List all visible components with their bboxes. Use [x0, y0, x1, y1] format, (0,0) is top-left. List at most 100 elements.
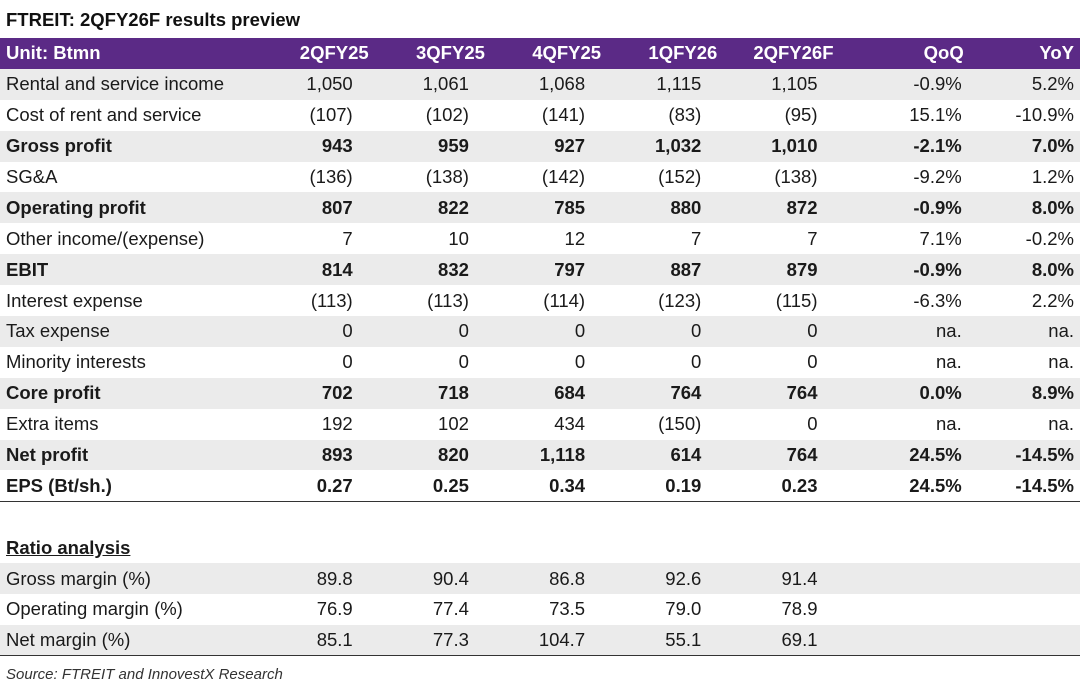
table-row: Net profit 893 820 1,118 614 764 24.5% -14.5%: [0, 439, 1080, 471]
table-cell: 0: [270, 316, 387, 347]
table-cell: 89.8: [270, 563, 387, 595]
table-cell: (136): [309, 166, 353, 187]
table-cell: 0.19: [619, 470, 736, 502]
table-cell: 0: [574, 351, 586, 373]
row-label: Cost of rent and service: [6, 104, 202, 126]
table-cell: 1,032: [619, 130, 736, 162]
ratio-row: Gross margin (%) 89.8 90.4 86.8 92.6 91.4: [0, 563, 1080, 595]
table-cell: 8.0%: [967, 192, 1080, 224]
row-label: Gross profit: [0, 130, 271, 162]
table-cell: (102): [425, 104, 469, 126]
table-cell: 893: [270, 439, 387, 471]
table-row: SG&A (136) (138) (142) (152) (138) -9.2% 1.2%: [0, 162, 1080, 193]
table-cell: 434: [554, 413, 586, 435]
table-cell: 764: [735, 439, 852, 471]
table-cell: 10: [448, 227, 469, 249]
table-cell: 820: [386, 439, 503, 471]
table-cell: 85.1: [270, 624, 387, 657]
table-cell: (113): [427, 289, 469, 311]
table-cell: 614: [619, 439, 736, 471]
table-cell: 7: [691, 227, 702, 249]
table-cell: -2.1%: [851, 130, 968, 162]
table-row: Cost of rent and service (107) (102) (141) (…: [0, 100, 1080, 131]
table-cell: [852, 594, 968, 625]
table-cell: (95): [784, 104, 818, 126]
table-cell: 872: [735, 192, 852, 224]
table-cell: 90.4: [386, 563, 503, 595]
table-cell: 79.0: [665, 598, 702, 620]
table-cell: 77.3: [386, 624, 503, 657]
table-cell: -14.5%: [967, 470, 1080, 502]
table-cell: 2.2%: [1031, 289, 1074, 311]
table-row: Core profit 702 718 684 764 764 0.0% 8.9%: [0, 377, 1080, 409]
table-cell: 76.9: [316, 598, 353, 620]
row-label: SG&A: [6, 166, 58, 187]
header-1qfy26: 1QFY26: [619, 38, 736, 69]
table-cell: 55.1: [619, 624, 736, 657]
table-cell: 192: [321, 413, 353, 435]
ratio-row: Net margin (%) 85.1 77.3 104.7 55.1 69.1: [0, 624, 1080, 657]
ratio-section-row: Ratio analysis: [0, 532, 1080, 563]
table-cell: 0: [458, 351, 469, 373]
row-label: Tax expense: [0, 316, 271, 347]
table-cell: na.: [936, 413, 962, 435]
table-cell: (113): [310, 289, 353, 311]
table-cell: 24.5%: [851, 470, 968, 502]
table-cell: 7.1%: [919, 227, 962, 249]
header-unit: Unit: Btmn: [0, 38, 271, 69]
table-row: EBIT 814 832 797 887 879 -0.9% 8.0%: [0, 254, 1080, 286]
header-3qfy25: 3QFY25: [386, 38, 503, 69]
table-cell: 15.1%: [909, 104, 962, 126]
table-row: Interest expense (113) (113) (114) (123) (115…: [0, 285, 1080, 316]
header-4qfy25: 4QFY25: [502, 38, 620, 69]
table-cell: [851, 563, 968, 595]
table-cell: (114): [543, 289, 586, 311]
table-cell: (138): [774, 166, 818, 187]
table-cell: (123): [658, 289, 702, 311]
table-cell: -6.3%: [913, 289, 962, 311]
table-cell: 1,061: [386, 68, 503, 100]
table-cell: (83): [668, 104, 702, 126]
table-cell: [968, 594, 1080, 625]
table-cell: 69.1: [735, 624, 852, 657]
table-cell: na.: [1048, 413, 1074, 435]
table-cell: 24.5%: [851, 439, 968, 471]
table-cell: -10.9%: [1015, 104, 1074, 126]
table-cell: -0.9%: [851, 192, 968, 224]
results-table: Unit: Btmn 2QFY25 3QFY25 4QFY25 1QFY26 2…: [0, 38, 1080, 657]
table-cell: -0.9%: [851, 254, 968, 286]
row-label: EBIT: [0, 254, 271, 286]
table-cell: 764: [735, 377, 852, 409]
table-cell: 684: [502, 377, 620, 409]
row-label: Extra items: [6, 413, 99, 435]
table-cell: 0: [691, 351, 702, 373]
table-row: Other income/(expense) 7 10 12 7 7 7.1% -0.2%: [0, 223, 1080, 254]
table-title: FTREIT: 2QFY26F results preview: [6, 9, 301, 30]
table-cell: 77.4: [432, 598, 469, 620]
table-cell: -14.5%: [967, 439, 1080, 471]
header-row: Unit: Btmn 2QFY25 3QFY25 4QFY25 1QFY26 2…: [0, 38, 1080, 69]
table-cell: na.: [1048, 351, 1074, 373]
table-cell: 0: [735, 316, 852, 347]
row-label: Interest expense: [6, 289, 143, 311]
table-cell: 814: [270, 254, 387, 286]
table-cell: (141): [541, 104, 586, 126]
header-qoq: QoQ: [851, 38, 968, 69]
table-cell: 5.2%: [967, 68, 1080, 100]
table-cell: 0: [807, 351, 818, 373]
row-label: Operating profit: [0, 192, 271, 224]
table-cell: 702: [270, 377, 387, 409]
table-cell: (150): [658, 413, 702, 435]
table-cell: 0.27: [270, 470, 387, 502]
table-cell: 7: [342, 227, 353, 249]
table-cell: 927: [502, 130, 620, 162]
table-cell: 1,068: [502, 68, 620, 100]
source-note: Source: FTREIT and InnovestX Research: [6, 666, 283, 683]
table-cell: (107): [309, 104, 353, 126]
table-cell: 797: [502, 254, 620, 286]
spacer-row: [0, 501, 1080, 533]
table-cell: 0.34: [502, 470, 620, 502]
header-2qfy25: 2QFY25: [270, 38, 387, 69]
table-cell: [967, 624, 1080, 657]
table-cell: (152): [658, 166, 702, 187]
